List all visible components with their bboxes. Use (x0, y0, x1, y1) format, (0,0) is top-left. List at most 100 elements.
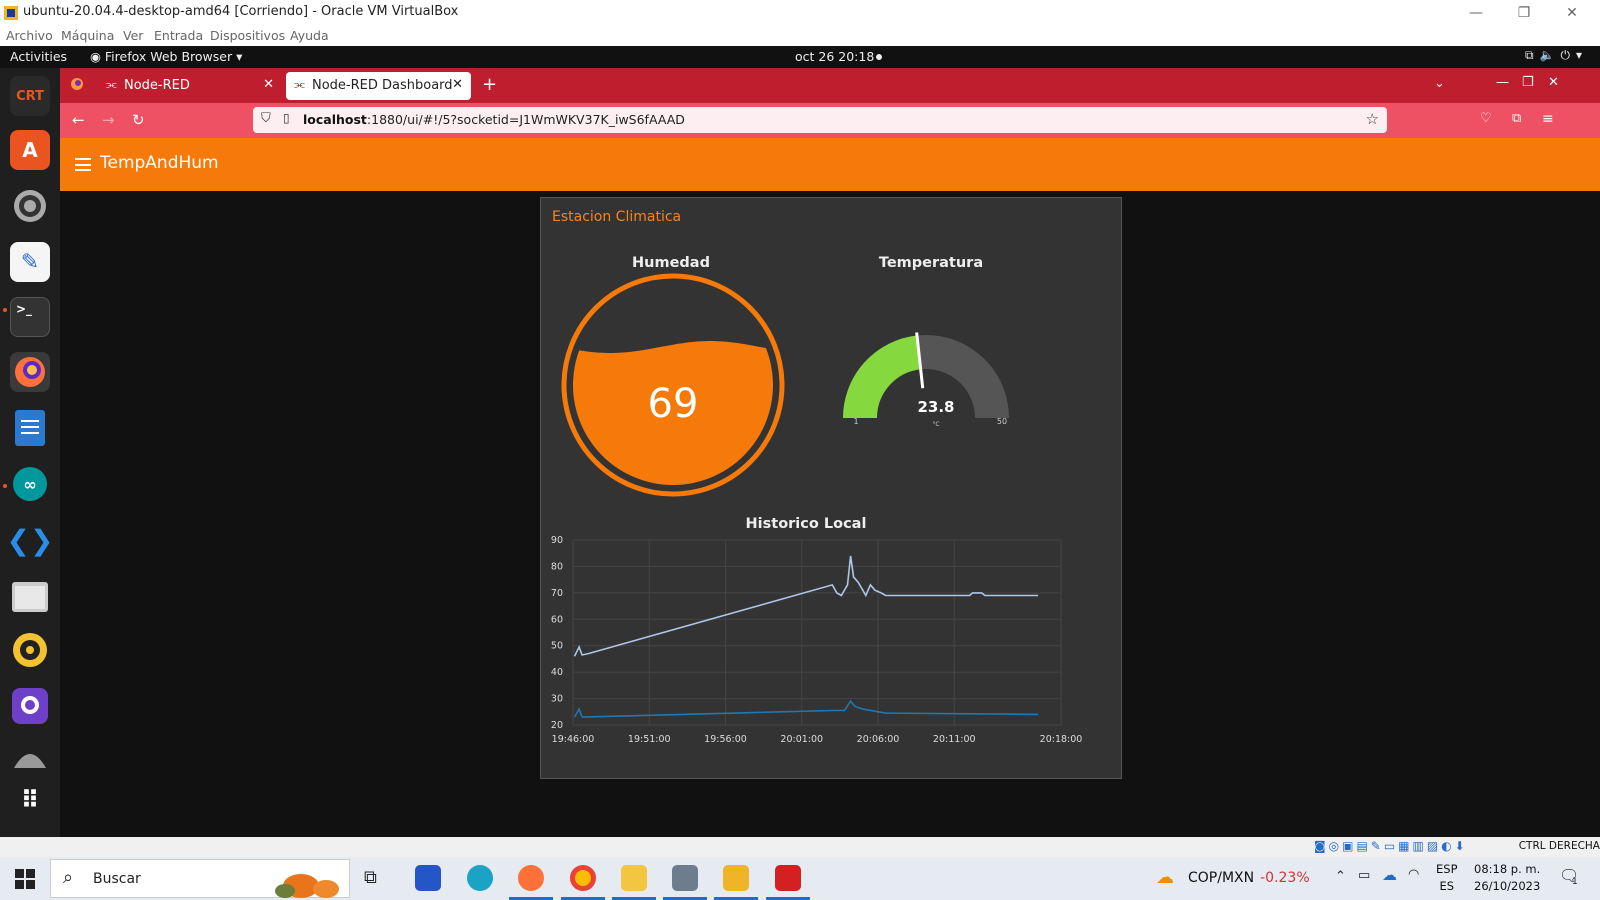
close-tab-icon[interactable]: ✕ (263, 77, 274, 92)
crt-icon[interactable]: CRT (10, 76, 50, 116)
humidity-title: Humedad (632, 255, 710, 271)
edge-icon[interactable] (467, 865, 493, 891)
temperature-value: 23.8 (917, 398, 954, 416)
virtualbox-vm-icon[interactable] (723, 865, 749, 891)
running-indicator (663, 897, 707, 900)
rhythmbox-icon[interactable] (10, 630, 50, 670)
hamburger-menu-icon[interactable] (75, 158, 91, 171)
menu-maquina[interactable]: Máquina (61, 28, 115, 43)
store-icon[interactable] (415, 865, 441, 891)
reload-button[interactable]: ↻ (132, 111, 145, 129)
node-red-favicon-icon: ⫘ (106, 77, 117, 91)
github-icon[interactable] (10, 686, 50, 726)
svg-text:∞: ∞ (23, 475, 36, 494)
extensions-icon[interactable]: ⧉ (1512, 111, 1522, 126)
power-icon: ⏻ (1560, 48, 1576, 62)
close-button[interactable]: ✕ (1566, 5, 1578, 21)
menu-icon[interactable]: ≡ (1542, 111, 1554, 127)
x-tick-label: 19:56:00 (704, 734, 747, 745)
settings-icon[interactable] (10, 186, 50, 226)
window-title: ubuntu-20.04.4-desktop-amd64 [Corriendo]… (23, 4, 459, 19)
tab-label: Node-RED Dashboard (312, 78, 453, 93)
stock-change: -0.23% (1260, 870, 1310, 886)
node-red-favicon-icon: ⫘ (294, 77, 305, 91)
running-indicator (612, 897, 656, 900)
y-tick-label: 20 (551, 720, 563, 731)
volume-icon: 🔈 (1539, 48, 1561, 62)
dashboard-header: TempAndHum (60, 138, 1600, 191)
menu-entrada[interactable]: Entrada (154, 28, 204, 43)
url-host: localhost (303, 112, 367, 127)
virtualbox-manager-icon[interactable] (672, 865, 698, 891)
running-indicator (3, 484, 7, 488)
restore-button[interactable]: ❐ (1522, 75, 1534, 90)
clock[interactable]: oct 26 20:18 (795, 49, 875, 64)
close-window-button[interactable]: ✕ (1548, 75, 1559, 90)
y-tick-label: 80 (551, 561, 563, 572)
app-store-icon[interactable]: A (10, 130, 50, 170)
task-view-icon[interactable]: ⧉ (364, 867, 377, 888)
arduino-icon[interactable]: ∞ (10, 464, 50, 504)
stock-label: COP/MXN (1188, 870, 1255, 886)
notification-center-icon[interactable]: 🗨 (1559, 866, 1580, 885)
humidity-gauge: 69 (561, 273, 785, 497)
disk-icon[interactable] (10, 740, 50, 780)
minimize-button[interactable]: — (1469, 5, 1483, 21)
windows-start-icon[interactable] (15, 869, 35, 889)
wifi-icon[interactable]: ◠ (1408, 867, 1420, 882)
firefox-view-icon[interactable] (70, 76, 84, 95)
stock-widget-icon[interactable]: ☁ (1156, 867, 1174, 888)
menu-dispositivos[interactable]: Dispositivos (210, 28, 286, 43)
y-tick-label: 50 (551, 641, 563, 652)
minimize-button[interactable]: — (1496, 75, 1509, 90)
vm-device-icons[interactable]: ◙◎▣▤✎▭▦▥▨◐⬇ (1314, 839, 1468, 853)
tab-node-red[interactable]: ⫘ Node-RED ✕ (98, 72, 282, 100)
menu-ver[interactable]: Ver (123, 28, 144, 43)
show-apps-icon[interactable]: ⠿ (20, 786, 40, 814)
onedrive-icon[interactable]: ☁ (1382, 866, 1397, 884)
firefox-icon[interactable] (10, 352, 50, 392)
stock-widget[interactable]: COP/MXN -0.23% (1188, 870, 1310, 886)
new-tab-button[interactable]: + (482, 74, 498, 95)
temperature-min: 1 (853, 417, 858, 426)
restore-button[interactable]: ❐ (1517, 5, 1531, 21)
firefox-taskbar-icon[interactable] (518, 865, 544, 891)
tab-node-red-dashboard[interactable]: ⫘ Node-RED Dashboard ✕ (286, 72, 471, 100)
pocket-icon[interactable]: ♡ (1480, 111, 1492, 126)
file-explorer-icon[interactable] (621, 865, 647, 891)
files-icon[interactable] (10, 576, 50, 616)
bookmark-star-icon[interactable]: ☆ (1365, 110, 1379, 128)
activities-button[interactable]: Activities (10, 49, 68, 64)
text-editor-icon[interactable]: ✎ (10, 242, 50, 282)
vscode-icon[interactable]: ❮❯ (6, 523, 54, 557)
taskbar-clock[interactable]: 08:18 p. m. 26/10/2023 (1474, 861, 1540, 895)
group-card: Estacion Climatica Humedad 69 Temperatur… (540, 197, 1122, 779)
taskbar-search[interactable]: ⌕ Buscar (50, 859, 350, 898)
writer-icon[interactable] (10, 408, 50, 448)
temperature-needle (915, 332, 925, 389)
chevron-up-icon[interactable]: ⌃ (1335, 869, 1346, 884)
menu-archivo[interactable]: Archivo (6, 28, 53, 43)
meet-now-icon[interactable]: ▭ (1358, 868, 1371, 883)
shield-icon[interactable]: ⛉ (261, 111, 271, 126)
chrome-icon[interactable] (570, 865, 596, 891)
language-indicator[interactable]: ESP ES (1436, 861, 1458, 895)
page-info-icon[interactable]: ▯ (283, 111, 290, 125)
pumpkin-icon (275, 874, 339, 898)
y-tick-label: 30 (551, 694, 563, 705)
menu-ayuda[interactable]: Ayuda (290, 28, 329, 43)
running-indicator (3, 308, 7, 312)
back-button[interactable]: ← (72, 111, 85, 129)
close-tab-icon[interactable]: ✕ (452, 77, 463, 92)
list-tabs-icon[interactable]: ⌄ (1434, 76, 1445, 91)
language-code: ESP (1436, 862, 1458, 876)
humidity-liquid (573, 341, 773, 485)
system-tray[interactable]: ⧉🔈⏻▾ (1525, 48, 1588, 63)
x-tick-label: 19:51:00 (628, 734, 671, 745)
url-text: localhost:1880/ui/#!/5?socketid=J1WmWKV3… (303, 112, 685, 127)
acrobat-icon[interactable] (775, 865, 801, 891)
forward-button[interactable]: → (102, 111, 115, 129)
app-menu[interactable]: ◉ Firefox Web Browser ▾ (90, 49, 242, 64)
url-bar[interactable]: ⛉ ▯ localhost:1880/ui/#!/5?socketid=J1Wm… (253, 107, 1387, 133)
terminal-icon[interactable]: >_ (10, 297, 50, 337)
